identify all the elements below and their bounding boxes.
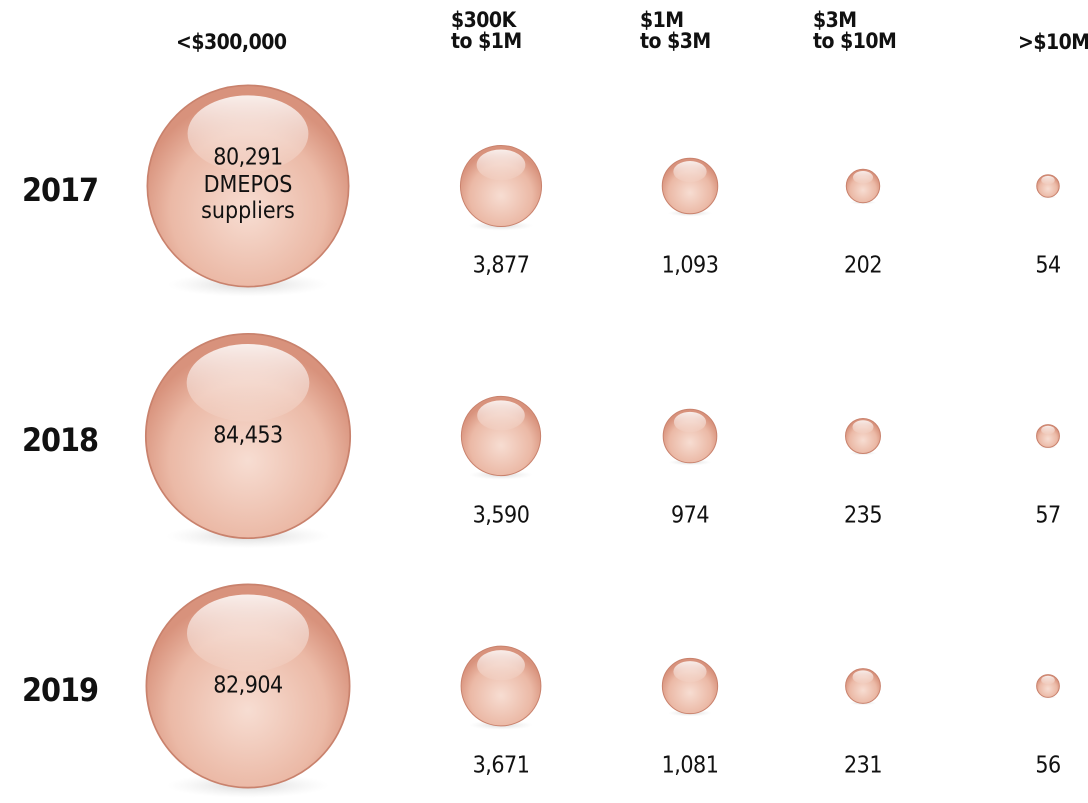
column-header: <$300,000: [176, 32, 287, 53]
value-label: 3,590: [473, 505, 530, 528]
bubble-highlight: [187, 595, 309, 672]
value-label: 974: [671, 505, 709, 528]
column-header: >$10M: [1018, 32, 1088, 53]
value-label: 202: [844, 255, 882, 278]
value-label: 3,877: [473, 255, 530, 278]
row-label: 2019: [22, 674, 98, 706]
bubble-highlight: [853, 420, 874, 433]
bubble-highlight: [673, 161, 706, 182]
bubble-highlight: [853, 670, 874, 683]
value-label: 57: [1035, 505, 1060, 528]
value-label: 235: [844, 505, 882, 528]
row-label: 2017: [22, 174, 98, 206]
value-label: 54: [1035, 255, 1060, 278]
row-label: 2018: [22, 424, 98, 456]
column-header: $3M to $10M: [813, 10, 896, 52]
value-label: 82,904: [213, 675, 282, 698]
value-label: 1,093: [662, 255, 719, 278]
column-header: $300K to $1M: [451, 10, 522, 52]
column-header: $1M to $3M: [640, 10, 711, 52]
value-label: 231: [844, 755, 882, 778]
annotation: DMEPOS suppliers: [193, 172, 303, 225]
bubble-highlight: [477, 150, 526, 181]
value-label: 80,291: [213, 147, 282, 170]
chart: [0, 0, 1088, 803]
value-label: 3,671: [473, 755, 530, 778]
bubble-highlight: [853, 171, 873, 184]
page: <$300,000 $300K to $1M $1M to $3M $3M to $1…: [0, 0, 1088, 803]
bubble-highlight: [1041, 426, 1055, 435]
bubble-highlight: [187, 344, 310, 422]
value-label: 56: [1035, 755, 1060, 778]
bubble-highlight: [1041, 176, 1055, 185]
bubble-highlight: [477, 400, 525, 430]
bubble-highlight: [674, 412, 706, 432]
value-label: 84,453: [213, 425, 282, 448]
bubble-highlight: [1041, 676, 1055, 685]
bubble-highlight: [673, 661, 706, 682]
value-label: 1,081: [662, 755, 719, 778]
bubble-highlight: [477, 650, 525, 680]
